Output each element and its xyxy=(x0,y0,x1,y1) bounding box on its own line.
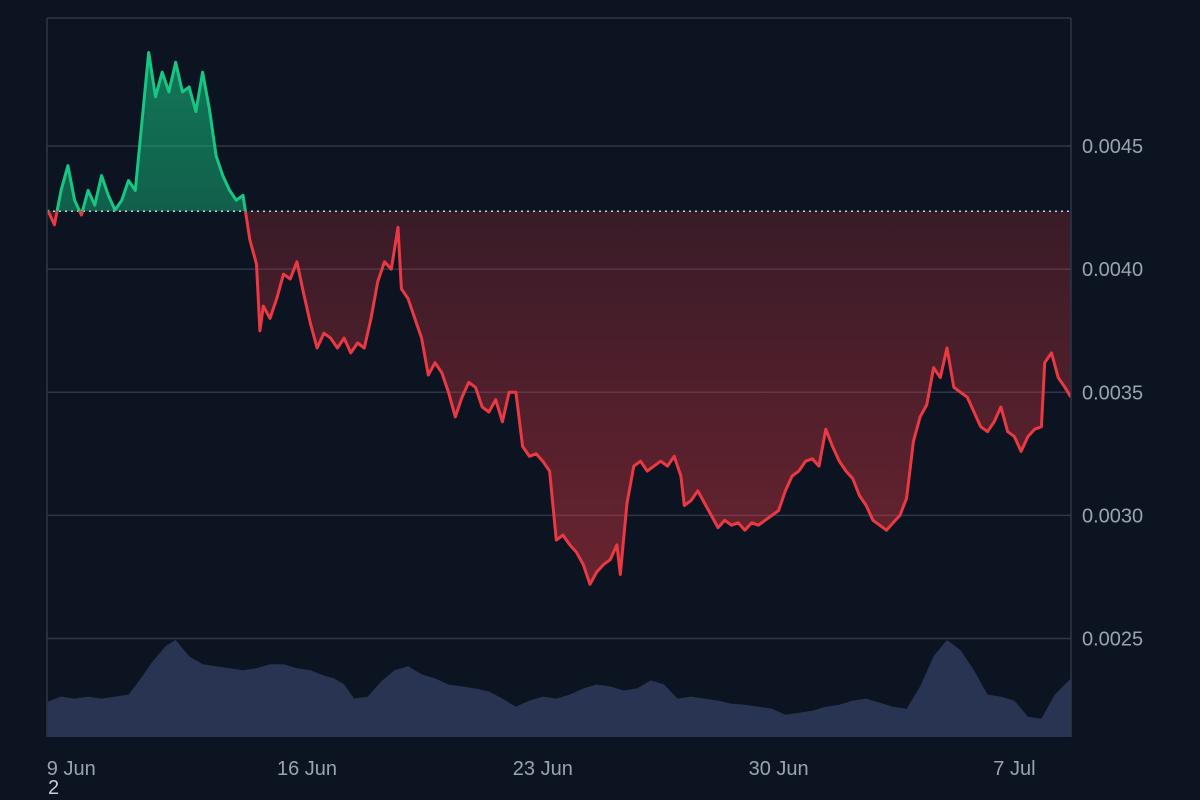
fill-above-baseline xyxy=(47,52,246,212)
volume-area xyxy=(47,640,1071,737)
series-line-below xyxy=(47,211,1071,586)
y-tick-label-2: 0.0035 xyxy=(1082,382,1143,404)
y-axis: 0.0025 0.0030 0.0035 0.0040 0.0045 xyxy=(1082,136,1143,650)
y-tick-label-0: 0.0025 xyxy=(1082,629,1143,651)
x-tick-label-3: 30 Jun xyxy=(749,758,809,780)
volume-profile xyxy=(47,640,1071,737)
y-tick-label-4: 0.0045 xyxy=(1082,136,1143,158)
x-tick-label-0: 9 Jun xyxy=(47,758,96,780)
x-tick-label-4: 7 Jul xyxy=(993,758,1035,780)
x-axis: 9 Jun 16 Jun 23 Jun 30 Jun 7 Jul xyxy=(47,758,1036,780)
fill-below-baseline xyxy=(47,211,1071,585)
y-tick-label-1: 0.0030 xyxy=(1082,505,1143,527)
x-tick-label-2: 23 Jun xyxy=(513,758,573,780)
price-fill xyxy=(47,52,1071,585)
plot-frame xyxy=(46,17,1072,737)
y-tick-label-3: 0.0040 xyxy=(1082,259,1143,281)
corner-label: 2 xyxy=(48,777,60,799)
x-tick-label-1: 16 Jun xyxy=(277,758,337,780)
price-line xyxy=(47,51,1071,586)
series-line-above xyxy=(47,51,247,212)
